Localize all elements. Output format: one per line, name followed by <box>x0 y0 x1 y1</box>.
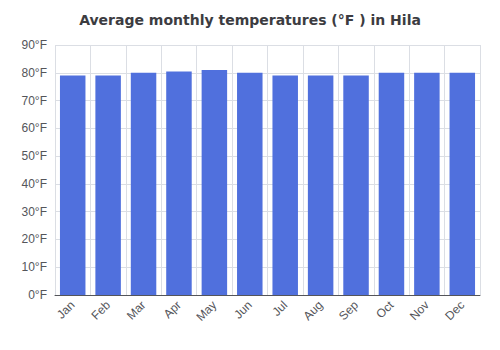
svg-text:Sep: Sep <box>336 298 361 323</box>
svg-text:Mar: Mar <box>124 298 149 322</box>
svg-text:20°F: 20°F <box>22 232 47 246</box>
svg-text:50°F: 50°F <box>22 149 47 163</box>
svg-text:Apr: Apr <box>161 298 184 321</box>
svg-text:40°F: 40°F <box>22 177 47 191</box>
svg-text:10°F: 10°F <box>22 260 47 274</box>
svg-text:90°F: 90°F <box>22 38 47 52</box>
svg-text:Jun: Jun <box>231 298 255 322</box>
svg-text:80°F: 80°F <box>22 66 47 80</box>
svg-text:0°F: 0°F <box>28 288 47 302</box>
svg-text:Dec: Dec <box>442 298 467 323</box>
svg-text:Jan: Jan <box>54 298 78 322</box>
svg-text:Jul: Jul <box>269 298 290 319</box>
svg-text:30°F: 30°F <box>22 205 47 219</box>
svg-text:70°F: 70°F <box>22 94 47 108</box>
svg-text:60°F: 60°F <box>22 121 47 135</box>
svg-text:Nov: Nov <box>407 298 432 323</box>
svg-text:Aug: Aug <box>301 298 326 323</box>
svg-text:May: May <box>193 298 219 324</box>
svg-text:Feb: Feb <box>89 298 114 323</box>
svg-text:Oct: Oct <box>373 298 397 322</box>
svg-text:Average monthly temperatures (: Average monthly temperatures (°F ) in Hi… <box>79 12 421 28</box>
